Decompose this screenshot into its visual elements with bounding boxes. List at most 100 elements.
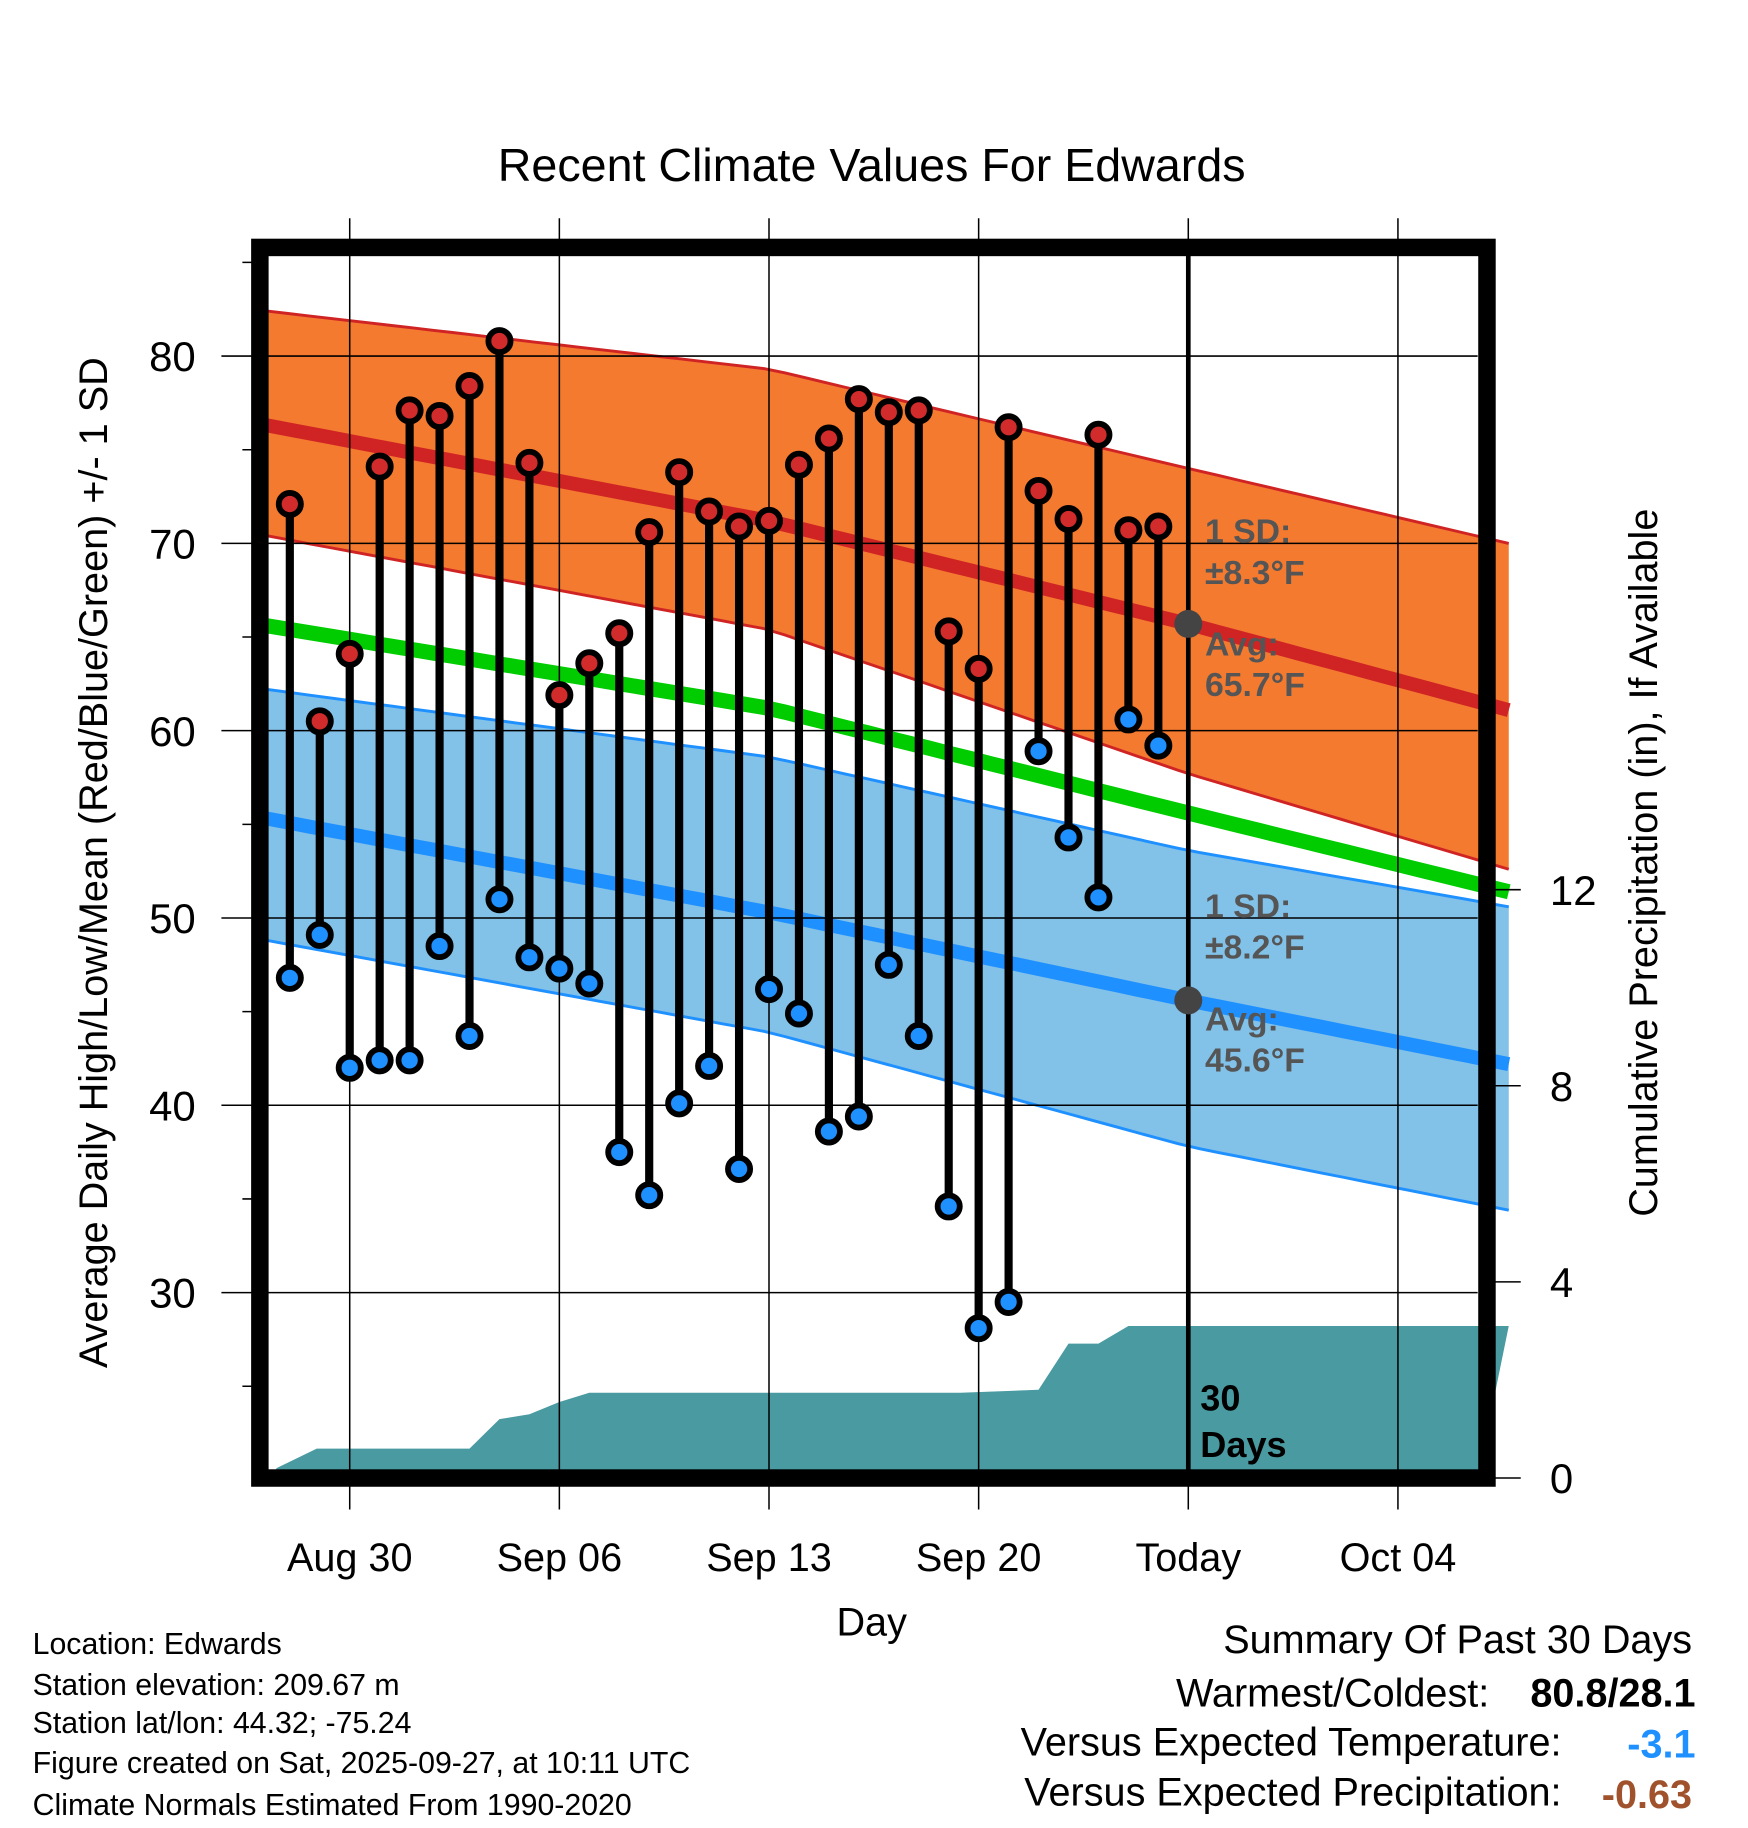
y-axis-right-label: Cumulative Precipitation (in), If Availa… [1622,509,1666,1217]
days-label: Days [1200,1424,1286,1465]
daily-low-point [695,1051,724,1080]
daily-low-point [814,1117,843,1146]
daily-high-point [725,512,754,541]
daily-low-point [305,920,334,949]
y-right-tick-label: 12 [1550,867,1597,914]
daily-low-point [515,943,544,972]
daily-high-point [874,398,903,427]
daily-high-point [425,402,454,430]
today-high-avg-marker [1174,609,1203,638]
daily-high-point [695,497,724,526]
temp-anomaly-label: Versus Expected Temperature: [1021,1720,1562,1764]
precip-anomaly-label: Versus Expected Precipitation: [1024,1770,1561,1814]
days-count-label: 30 [1200,1377,1240,1418]
daily-low-point [964,1314,993,1343]
daily-low-point [575,969,604,998]
y-tick-label: 80 [149,333,196,380]
x-tick-label: Sep 13 [706,1536,832,1580]
daily-high-point [1084,420,1113,449]
daily-high-point [515,448,544,477]
daily-high-point [904,396,933,425]
daily-high-point [605,619,634,648]
daily-high-point [455,372,484,401]
summary-title: Summary Of Past 30 Days [1223,1618,1692,1662]
daily-low-point [545,954,574,983]
daily-low-point [725,1154,754,1183]
y-tick-label: 70 [149,521,196,568]
temp-anomaly-value: -3.1 [1627,1723,1695,1767]
daily-low-point [455,1021,484,1050]
daily-high-point [1054,505,1083,534]
footer-latlon: Station lat/lon: 44.32; -75.24 [33,1707,412,1740]
summary-panel: Summary Of Past 30 Days Warmest/Coldest:… [1021,1618,1696,1817]
y-right-tick-label: 4 [1550,1259,1573,1306]
daily-high-point [784,450,813,479]
daily-low-point [1054,823,1083,852]
daily-high-point [844,385,873,414]
daily-low-point [665,1089,694,1118]
daily-low-point [1024,737,1053,766]
y-tick-label: 40 [149,1082,196,1129]
low-band-lower-edge [267,939,1510,1212]
daily-low-point [365,1046,394,1075]
y-right-tick-label: 8 [1550,1063,1573,1110]
annotation-low-sd-label: 1 SD: [1205,887,1291,925]
annotation-low-avg-label: Avg: [1205,1001,1279,1039]
daily-low-point [1114,705,1143,734]
footer-created: Figure created on Sat, 2025-09-27, at 10… [33,1747,691,1780]
plot-frame [251,238,1496,1487]
daily-high-point [1114,516,1143,545]
daily-low-point [335,1053,364,1082]
annotation-high-sd-label: 1 SD: [1205,512,1291,550]
daily-low-point [1144,731,1173,760]
x-tick-label: Sep 06 [497,1536,623,1580]
daily-high-point [395,396,424,425]
x-axis-label: Day [836,1600,907,1644]
warmest-coldest-value: 80.8/28.1 [1530,1671,1695,1715]
daily-low-point [784,999,813,1028]
daily-high-point [755,506,783,535]
daily-low-point [425,932,454,961]
daily-high-point [665,458,694,487]
daily-low-point [874,950,903,979]
daily-high-point [635,518,664,547]
y-tick-label: 50 [149,895,196,942]
daily-high-point [305,707,334,736]
daily-high-point [575,649,604,678]
footer-normals: Climate Normals Estimated From 1990-2020 [33,1789,632,1822]
daily-low-point [994,1287,1023,1316]
daily-low-point [395,1046,424,1075]
daily-low-point [635,1181,664,1210]
today-low-avg-marker [1174,986,1203,1015]
warmest-coldest-label: Warmest/Coldest: [1176,1671,1489,1715]
daily-low-point [275,963,304,992]
x-tick-label: Oct 04 [1340,1536,1457,1580]
chart-title: Recent Climate Values For Edwards [498,139,1246,191]
daily-high-point [335,639,364,668]
daily-low-point [605,1138,634,1167]
daily-low-point [755,975,783,1004]
daily-low-point [934,1192,963,1221]
daily-high-point [934,617,963,646]
daily-high-point [545,681,574,710]
plot-area: Aug 30 Sep 06 Sep 13 Sep 20 Today Oct 0430405… [149,218,1597,1580]
precipitation-area [276,1326,1509,1479]
footer-location: Location: Edwards [33,1628,282,1661]
x-tick-label: Today [1135,1536,1241,1580]
daily-low-point [844,1102,873,1131]
y-axis-label: Average Daily High/Low/Mean (Red/Blue/Gr… [72,357,116,1368]
daily-high-point [1024,476,1053,505]
daily-low-point [1084,883,1113,912]
footer-info: Location: Edwards Station elevation: 209… [33,1628,691,1822]
daily-high-point [485,327,514,356]
annotation-high-avg-value: 65.7°F [1205,666,1305,704]
y-tick-label: 60 [149,708,196,755]
y-tick-label: 30 [149,1270,196,1317]
annotation-low-avg-value: 45.6°F [1205,1041,1305,1079]
x-tick-label: Sep 20 [916,1536,1042,1580]
annotation-high-sd-value: ±8.3°F [1205,554,1305,592]
daily-low-point [904,1021,933,1050]
footer-elevation: Station elevation: 209.67 m [33,1669,400,1702]
daily-high-point [275,490,304,519]
